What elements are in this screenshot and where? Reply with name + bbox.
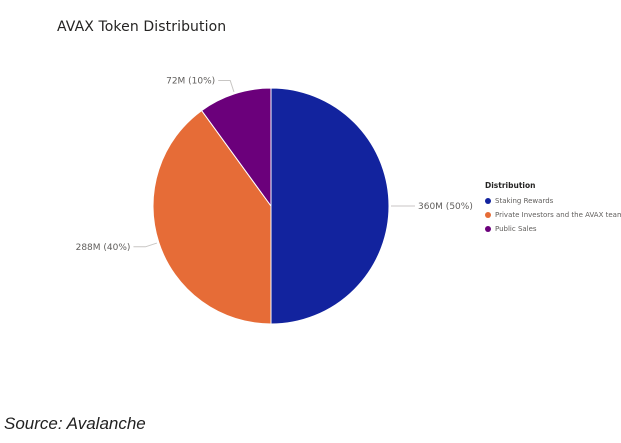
legend-item-private-investors[interactable]: Private Investors and the AVAX team	[485, 208, 621, 222]
source-caption: Source: Avalanche	[4, 414, 146, 433]
pie-chart: 360M (50%) 288M (40%) 72M (10%)	[76, 76, 473, 325]
pie-slice-public-sales[interactable]	[200, 87, 272, 208]
leader-line	[133, 242, 158, 248]
pie-slice-staking-rewards[interactable]	[270, 87, 390, 325]
data-label-private-investors: 288M (40%)	[76, 243, 131, 253]
legend-item-staking-rewards[interactable]: Staking Rewards	[485, 194, 621, 208]
legend-item-public-sales[interactable]: Public Sales	[485, 222, 621, 236]
legend-marker	[485, 226, 491, 232]
legend-marker	[485, 212, 491, 218]
data-label-public-sales: 72M (10%)	[166, 76, 215, 86]
legend-label: Private Investors and the AVAX team	[495, 211, 621, 219]
legend-label: Staking Rewards	[495, 197, 554, 205]
chart-title: AVAX Token Distribution	[57, 19, 227, 35]
legend-title: Distribution	[485, 181, 536, 190]
pie-slice-private-investors[interactable]	[152, 109, 272, 325]
legend-marker	[485, 198, 491, 204]
leader-line	[218, 79, 235, 93]
chart-container: AVAX Token Distribution 360M (50%) 288M (…	[57, 19, 621, 325]
legend-label: Public Sales	[495, 225, 537, 233]
legend: Distribution Staking Rewards Private Inv…	[485, 181, 621, 236]
data-label-staking-rewards: 360M (50%)	[418, 202, 473, 212]
